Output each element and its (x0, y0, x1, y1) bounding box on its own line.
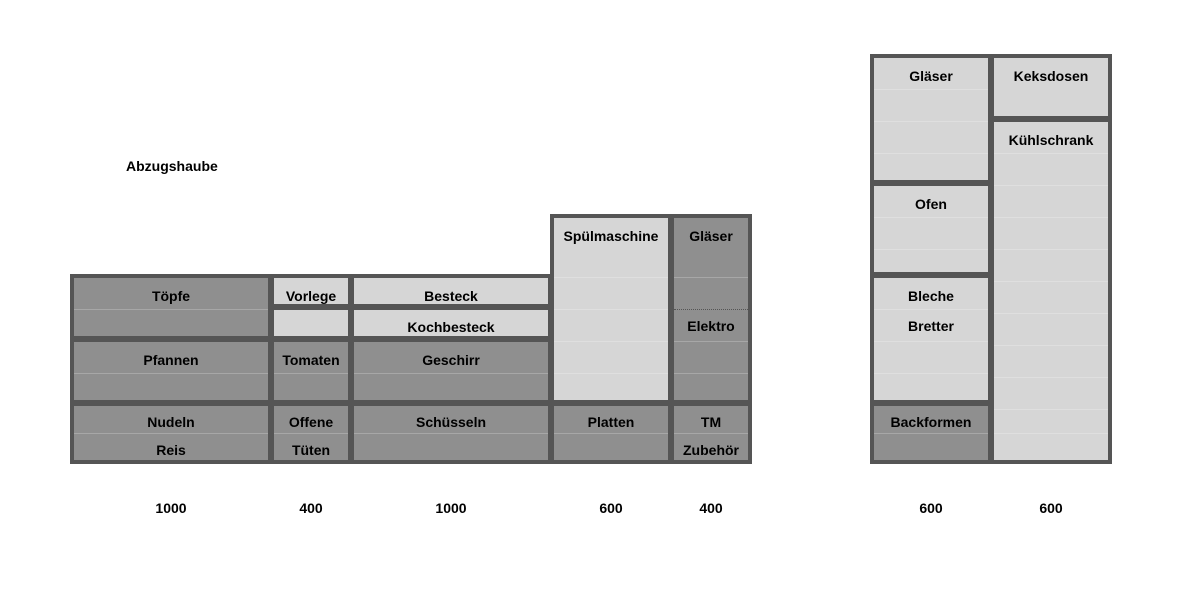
oven-label: Ofen (915, 196, 947, 212)
drawer-vorlege-empty (270, 306, 352, 340)
cabinet-tm-label: TM (700, 414, 722, 430)
width-label: 1000 (435, 500, 467, 516)
cabinet-backformen: Backformen (870, 402, 992, 464)
tall-cabinet-glaeser: Gläser (870, 54, 992, 184)
drawer-vorlege-label: Vorlege (285, 288, 337, 304)
cabinet-platten: Platten (550, 402, 672, 464)
cabinet-offene-label: Offene (288, 414, 334, 430)
cabinet-bleche-label: Bleche (908, 288, 954, 304)
drawer-vorlege: Vorlege (270, 274, 352, 308)
cabinet-pfannen-label: Pfannen (143, 352, 199, 368)
drawer-besteck-label: Besteck (424, 288, 478, 304)
cabinet-tm-zubehoer: TM Zubehör (670, 402, 752, 464)
width-label: 600 (1039, 500, 1063, 516)
cabinet-platten-label: Platten (587, 414, 635, 430)
drawer-kochbesteck-label: Kochbesteck (407, 319, 495, 335)
cabinet-nudeln-reis: Nudeln Reis (70, 402, 272, 464)
hood-label: Abzugshaube (126, 158, 218, 174)
cabinet-reis-label: Reis (156, 442, 186, 458)
cabinet-nudeln-label: Nudeln (147, 414, 195, 430)
oven: Ofen (870, 182, 992, 276)
width-label: 400 (699, 500, 723, 516)
cabinet-tueten-label: Tüten (291, 442, 331, 458)
cabinet-schuesseln-label: Schüsseln (415, 414, 487, 430)
cabinet-zubehoer-label: Zubehör (683, 442, 739, 458)
cabinet-tomaten-label: Tomaten (282, 352, 340, 368)
fridge-label: Kühlschrank (1008, 132, 1094, 148)
cabinet-toepfe: Töpfe (70, 274, 272, 340)
width-label: 1000 (155, 500, 187, 516)
cabinet-geschirr: Geschirr (350, 338, 552, 404)
cabinet-elektro-label: Elektro (687, 318, 735, 334)
width-label: 400 (299, 500, 323, 516)
cabinet-tomaten: Tomaten (270, 338, 352, 404)
cabinet-toepfe-label: Töpfe (151, 288, 191, 304)
dishwasher: Spülmaschine (550, 214, 672, 404)
dishwasher-label: Spülmaschine (563, 228, 659, 244)
cabinet-keksdosen: Keksdosen (990, 54, 1112, 120)
cabinet-keksdosen-label: Keksdosen (1013, 68, 1089, 84)
cabinet-geschirr-label: Geschirr (422, 352, 480, 368)
width-label: 600 (919, 500, 943, 516)
cabinet-offene-tueten: Offene Tüten (270, 402, 352, 464)
width-label: 600 (599, 500, 623, 516)
tall-cabinet-glaeser-label: Gläser (909, 68, 953, 84)
drawer-besteck: Besteck (350, 274, 552, 308)
cabinet-bleche-bretter: Bleche Bretter (870, 274, 992, 404)
drawer-kochbesteck: Kochbesteck (350, 306, 552, 340)
cabinet-glaeser-elektro: Gläser Elektro (670, 214, 752, 404)
fridge: Kühlschrank (990, 118, 1112, 464)
cabinet-bretter-label: Bretter (908, 318, 954, 334)
cabinet-backformen-label: Backformen (890, 414, 972, 430)
cabinet-glaeser-label: Gläser (689, 228, 733, 244)
cabinet-pfannen: Pfannen (70, 338, 272, 404)
cabinet-schuesseln: Schüsseln (350, 402, 552, 464)
